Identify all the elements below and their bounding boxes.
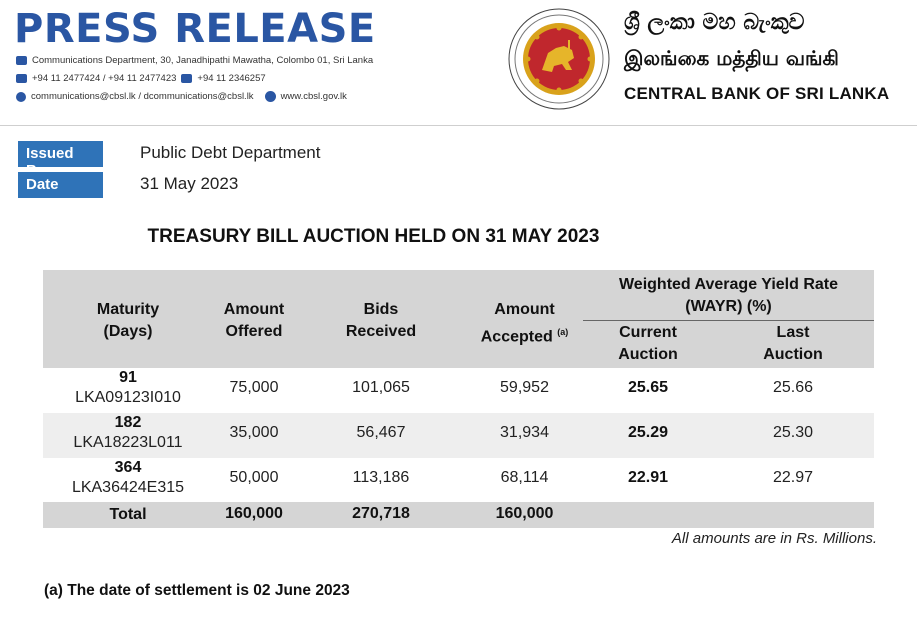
- bids-received-cell: 113,186: [352, 469, 410, 486]
- wayr-divider: [583, 320, 874, 321]
- table-title: TREASURY BILL AUCTION HELD ON 31 MAY 202…: [0, 226, 917, 248]
- total-bids: 270,718: [352, 505, 410, 522]
- header-wayr-line1: Weighted Average Yield Rate: [618, 276, 839, 293]
- header-last-line1: Last: [776, 324, 810, 341]
- maturity-cell: 91 LKA09123I010: [43, 368, 213, 408]
- settlement-footnote: (a) The date of settlement is 02 June 20…: [44, 582, 350, 599]
- amount-accepted-cell: 31,934: [500, 424, 549, 441]
- bids-received-cell: 56,467: [356, 424, 406, 441]
- bank-name-tamil: இலங்கை மத்திய வங்கி: [624, 46, 839, 70]
- address-line: Communications Department, 30, Janadhipa…: [16, 55, 373, 66]
- header-current-line1: Current: [619, 324, 677, 341]
- phone-line: +94 11 2477424 / +94 11 2477423 +94 11 2…: [16, 73, 266, 84]
- amount-offered-cell: 50,000: [229, 469, 279, 486]
- header-accepted-line2: Accepted: [480, 328, 553, 346]
- bank-name-sinhala: ශ්‍රී ලංකා මහ බැංකුව: [624, 10, 805, 35]
- maturity-cell: 182 LKA18223L011: [43, 413, 213, 453]
- date-label: Date: [18, 172, 103, 198]
- table-title-text: TREASURY BILL AUCTION HELD ON 31 MAY 202…: [147, 226, 600, 247]
- header-offered-line2: Offered: [225, 323, 283, 340]
- header-divider: [0, 125, 917, 126]
- maturity-days: 182: [114, 414, 142, 431]
- header-amount-offered: Amount Offered: [193, 299, 315, 343]
- header-wayr: Weighted Average Yield Rate (WAYR) (%): [583, 274, 874, 318]
- table-total-row: Total 160,000 270,718 160,000: [43, 502, 874, 528]
- header-current-line2: Auction: [618, 346, 678, 363]
- fax-icon: [181, 74, 193, 83]
- total-offered: 160,000: [225, 505, 283, 522]
- amount-accepted-cell: 59,952: [500, 379, 549, 396]
- issued-by-label: Issued By: [18, 141, 103, 179]
- website-text[interactable]: www.cbsl.gov.lk: [280, 91, 347, 102]
- header-bids-received: Bids Received: [315, 299, 447, 343]
- header-last-auction: Last Auction: [733, 322, 853, 366]
- header-maturity-line1: Maturity: [96, 301, 160, 318]
- table-header: Maturity (Days) Amount Offered Bids Rece…: [43, 270, 874, 368]
- isin-code: LKA18223L011: [73, 434, 183, 451]
- header-maturity: Maturity (Days): [43, 299, 213, 343]
- phone-icon: [16, 74, 27, 83]
- central-bank-seal-icon: [508, 8, 610, 110]
- header-bids-line1: Bids: [363, 301, 399, 318]
- current-wayr-cell: 25.65: [627, 379, 669, 396]
- amount-offered-cell: 75,000: [229, 379, 279, 396]
- header-last-line2: Auction: [763, 346, 823, 363]
- amounts-unit-note: All amounts are in Rs. Millions.: [671, 530, 877, 547]
- header-offered-line1: Amount: [223, 301, 285, 318]
- press-release-title: PRESS RELEASE: [14, 6, 376, 52]
- phone-text: +94 11 2477424 / +94 11 2477423: [32, 73, 177, 84]
- mail-icon: [16, 56, 27, 65]
- header-maturity-line2: (Days): [103, 323, 153, 340]
- email-text[interactable]: communications@cbsl.lk / dcommunications…: [31, 91, 254, 102]
- header-accepted-line1: Amount: [494, 301, 555, 318]
- fax-text: +94 11 2346257: [197, 73, 266, 84]
- email-line: communications@cbsl.lk / dcommunications…: [16, 91, 347, 102]
- header-wayr-line2: (WAYR) (%): [685, 298, 772, 315]
- globe-icon: [264, 91, 276, 102]
- total-accepted: 160,000: [495, 505, 554, 522]
- last-wayr-cell: 25.30: [772, 424, 814, 441]
- table-row: 364 LKA36424E315 50,000 113,186 68,114 2…: [43, 458, 874, 502]
- table-row: 182 LKA18223L011 35,000 56,467 31,934 25…: [43, 413, 874, 458]
- at-icon: [16, 91, 26, 102]
- last-wayr-cell: 22.97: [772, 469, 814, 486]
- date-value: 31 May 2023: [140, 174, 239, 193]
- last-wayr-cell: 25.66: [772, 379, 814, 396]
- maturity-cell: 364 LKA36424E315: [43, 458, 213, 498]
- current-wayr-cell: 22.91: [627, 469, 669, 486]
- bank-name-english: CENTRAL BANK OF SRI LANKA: [624, 84, 890, 103]
- amount-accepted-cell: 68,114: [500, 469, 549, 486]
- total-label: Total: [109, 506, 147, 523]
- header-amount-accepted: Amount Accepted (a): [447, 299, 602, 348]
- isin-code: LKA09123I010: [75, 389, 181, 406]
- amount-offered-cell: 35,000: [229, 424, 279, 441]
- header-current-auction: Current Auction: [583, 322, 713, 366]
- address-text: Communications Department, 30, Janadhipa…: [32, 55, 374, 66]
- maturity-days: 91: [119, 369, 137, 386]
- issued-by-value: Public Debt Department: [140, 143, 321, 162]
- header-bids-line2: Received: [345, 323, 417, 340]
- maturity-days: 364: [114, 459, 142, 476]
- isin-code: LKA36424E315: [71, 479, 185, 496]
- table-row: 91 LKA09123I010 75,000 101,065 59,952 25…: [43, 368, 874, 413]
- current-wayr-cell: 25.29: [627, 424, 669, 441]
- header-accepted-note: (a): [557, 327, 569, 337]
- bids-received-cell: 101,065: [352, 379, 410, 396]
